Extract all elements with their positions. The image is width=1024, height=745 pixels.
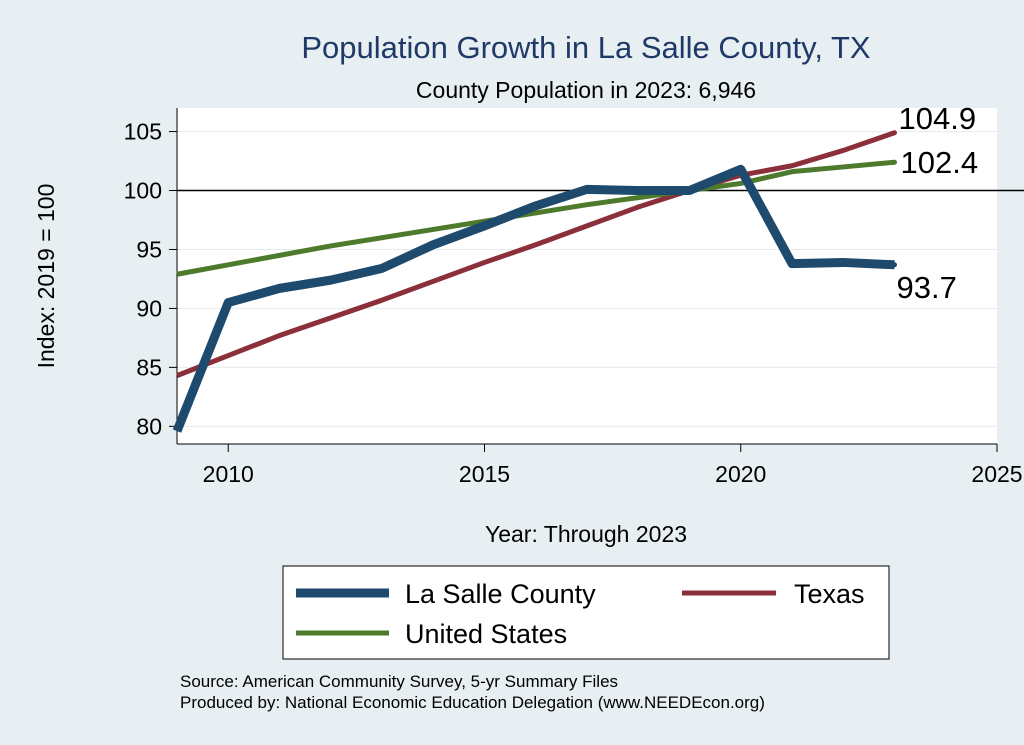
- series-line: [176, 130, 896, 378]
- chart-title: Population Growth in La Salle County, TX: [301, 30, 871, 65]
- series-end-point: [892, 130, 897, 136]
- series-end-point: [892, 262, 897, 268]
- y-axis-title: Index: 2019 = 100: [33, 184, 59, 369]
- plot-area: [177, 108, 997, 444]
- series-lines: [172, 130, 896, 433]
- y-tick-label: 95: [136, 236, 162, 262]
- y-axis: 80 85 90 95 100 105: [124, 108, 178, 444]
- x-tick-label: 2015: [459, 461, 510, 487]
- series-end-label: 102.4: [901, 145, 979, 180]
- series-line: [176, 159, 895, 277]
- y-tick-label: 105: [124, 119, 162, 145]
- x-axis: 2010 2015 2020 2025: [177, 443, 1023, 487]
- series-end-label: 93.7: [897, 270, 957, 305]
- series-line: [172, 164, 895, 433]
- legend-label: La Salle County: [405, 579, 596, 609]
- legend: La Salle County Texas United States: [282, 565, 890, 660]
- x-tick-label: 2025: [971, 461, 1022, 487]
- x-tick-label: 2020: [715, 461, 766, 487]
- end-labels: 93.7 104.9 102.4: [892, 101, 978, 305]
- x-tick-label: 2010: [203, 461, 254, 487]
- x-axis-title: Year: Through 2023: [485, 521, 687, 547]
- legend-label: Texas: [794, 579, 865, 609]
- source-note: Source: American Community Survey, 5-yr …: [180, 672, 618, 691]
- y-tick-label: 90: [136, 295, 162, 321]
- series-end-label: 104.9: [899, 101, 977, 136]
- chart-subtitle: County Population in 2023: 6,946: [416, 77, 756, 103]
- y-tick-label: 85: [136, 354, 162, 380]
- y-tick-label: 80: [136, 413, 162, 439]
- legend-box: [282, 565, 890, 660]
- producer-note: Produced by: National Economic Education…: [180, 693, 765, 712]
- legend-label: United States: [405, 619, 567, 649]
- series-end-point: [892, 159, 897, 165]
- y-tick-label: 100: [124, 178, 162, 204]
